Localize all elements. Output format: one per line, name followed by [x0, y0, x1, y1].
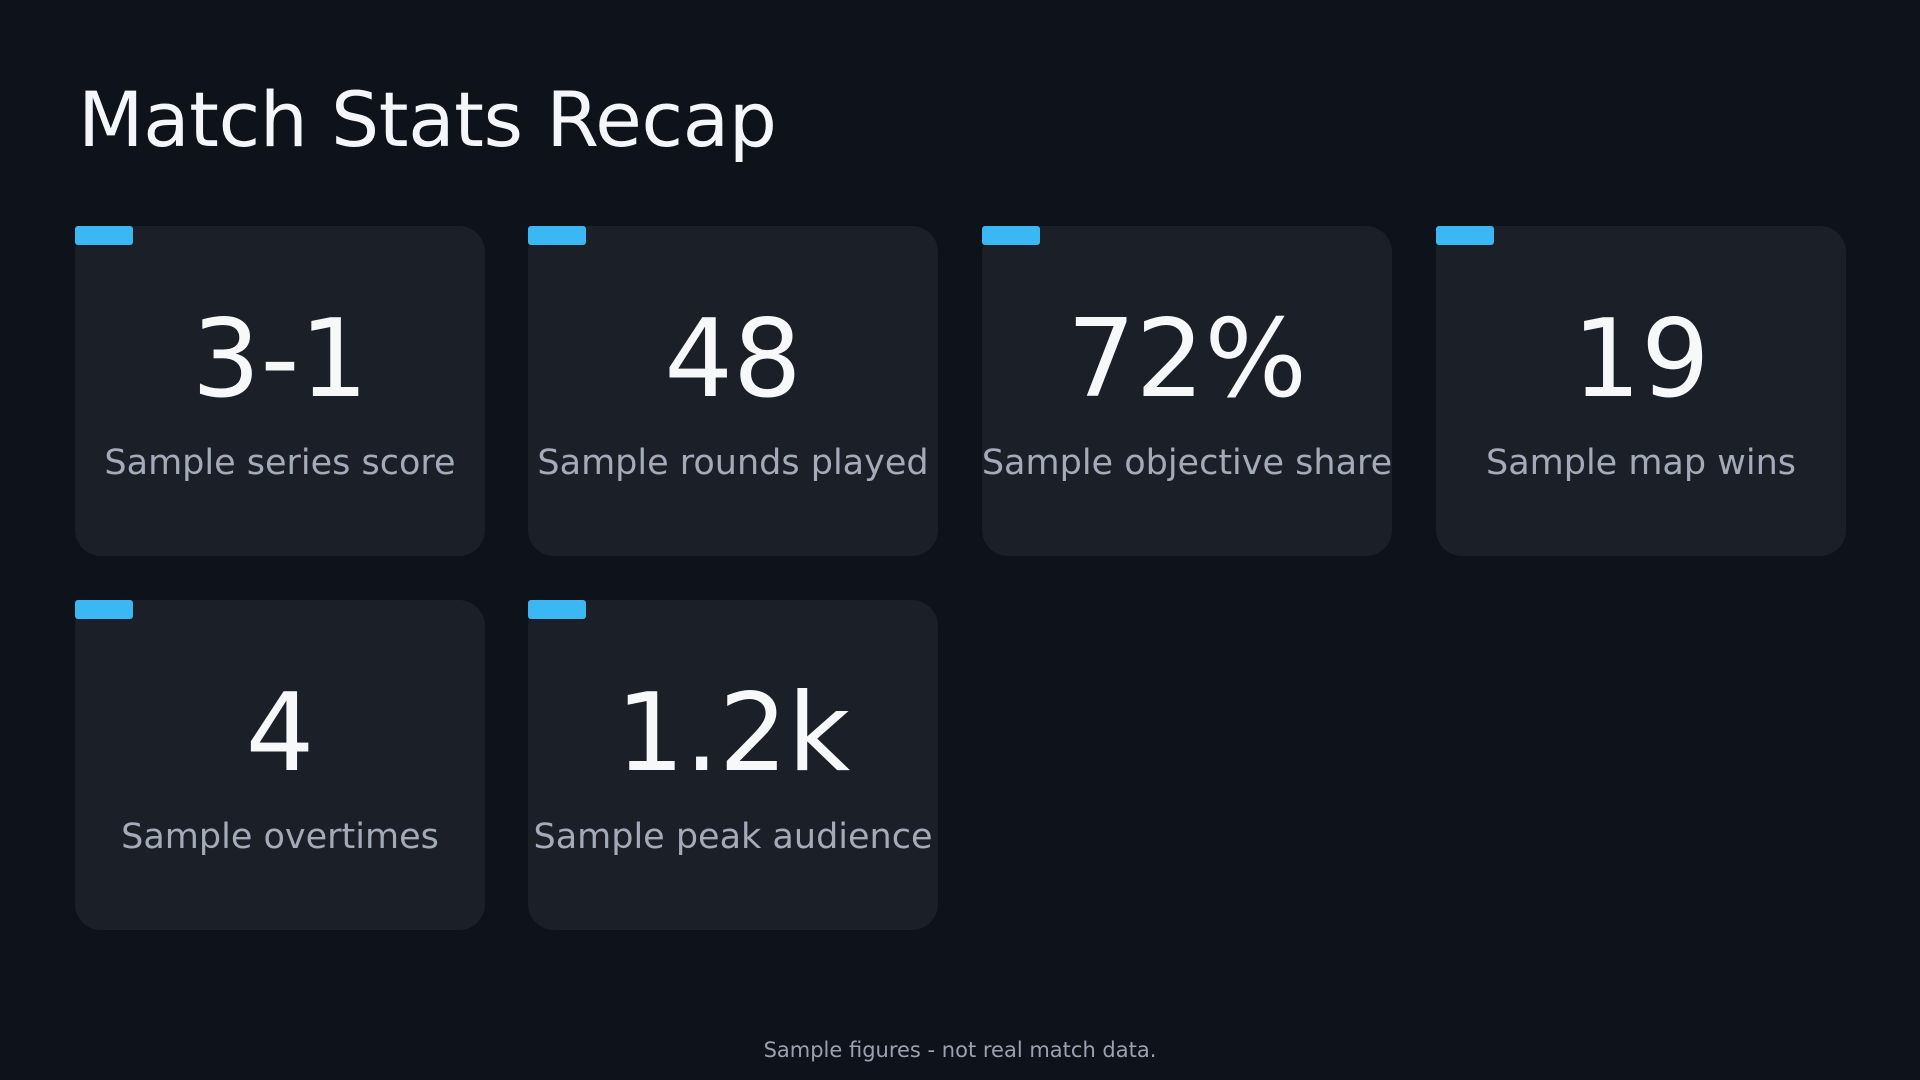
stat-label: Sample rounds played	[537, 443, 929, 483]
card-accent-tab	[528, 226, 586, 245]
stat-value: 1.2k	[615, 671, 851, 796]
stat-label: Sample peak audience	[533, 817, 933, 857]
card-accent-tab	[75, 600, 133, 619]
stat-label: Sample overtimes	[121, 817, 439, 857]
stat-card-map-wins: 19 Sample map wins	[1436, 226, 1846, 556]
stat-value: 72%	[1066, 297, 1308, 422]
stat-value: 19	[1572, 297, 1710, 422]
stat-label: Sample map wins	[1485, 443, 1796, 483]
stat-card-rounds-played: 48 Sample rounds played	[528, 226, 938, 556]
stat-card-overtimes: 4 Sample overtimes	[75, 600, 485, 930]
stat-value: 3-1	[191, 297, 369, 422]
card-accent-tab	[75, 226, 133, 245]
stat-card-series-score: 3-1 Sample series score	[75, 226, 485, 556]
stat-label: Sample series score	[104, 443, 456, 483]
card-accent-tab	[1436, 226, 1494, 245]
card-accent-tab	[982, 226, 1040, 245]
page-title: Match Stats Recap	[78, 75, 777, 164]
stat-card-peak-audience: 1.2k Sample peak audience	[528, 600, 938, 930]
stat-value: 48	[664, 297, 802, 422]
card-accent-tab	[528, 600, 586, 619]
footnote: Sample figures - not real match data.	[763, 1038, 1157, 1062]
stat-card-objective-share: 72% Sample objective share	[982, 226, 1392, 556]
stat-label: Sample objective share	[981, 443, 1393, 483]
stat-value: 4	[245, 671, 315, 796]
